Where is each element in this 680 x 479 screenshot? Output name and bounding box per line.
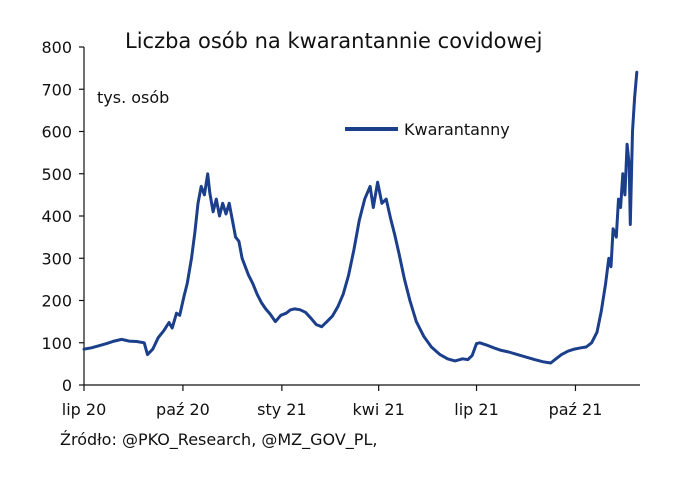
x-tick-label: lip 20 <box>62 400 107 419</box>
y-tick-label: 700 <box>41 80 72 99</box>
x-tick-label: kwi 21 <box>353 400 405 419</box>
series-line-kwarantanny <box>82 70 639 365</box>
x-axis-ticks: lip 20 paź 20 sty 21 kwi 21 lip 21 paź 21 <box>62 385 603 419</box>
x-tick-label: paź 21 <box>549 400 603 419</box>
y-tick-label: 500 <box>41 165 72 184</box>
source-note: Źródło: @PKO_Research, @MZ_GOV_PL, <box>60 430 378 449</box>
legend: Kwarantanny <box>345 120 510 139</box>
y-tick-label: 600 <box>41 123 72 142</box>
y-tick-label: 200 <box>41 292 72 311</box>
y-tick-label: 300 <box>41 249 72 268</box>
y-tick-label: 400 <box>41 207 72 226</box>
unit-label: tys. osób <box>97 88 169 107</box>
series-group <box>82 70 639 365</box>
y-tick-label: 800 <box>41 38 72 57</box>
x-tick-label: lip 21 <box>454 400 499 419</box>
chart-title: Liczba osób na kwarantannie covidowej <box>125 29 542 53</box>
y-tick-label: 0 <box>62 376 72 395</box>
x-tick-label: paź 20 <box>156 400 210 419</box>
x-tick-label: sty 21 <box>257 400 307 419</box>
legend-label-kwarantanny: Kwarantanny <box>404 120 510 139</box>
y-tick-label: 100 <box>41 334 72 353</box>
y-axis-ticks: 0 100 200 300 400 500 600 700 800 <box>41 38 84 395</box>
